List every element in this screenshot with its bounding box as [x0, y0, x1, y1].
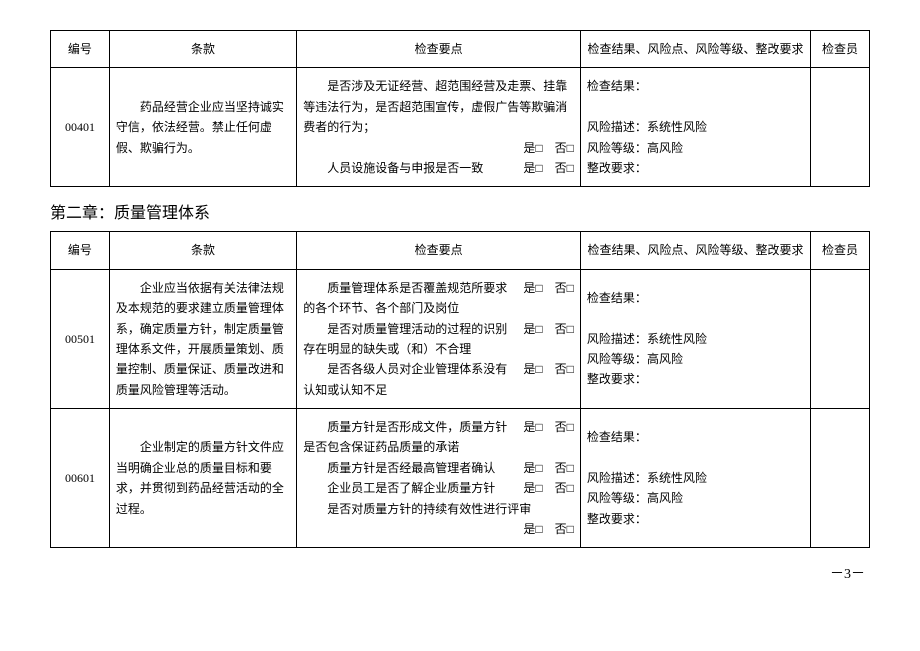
row-points: 质量管理体系是否覆盖规范所要求的各个环节、各个部门及岗位 是□ 否□ 是否对质量…	[297, 269, 581, 408]
check-line: 企业员工是否了解企业质量方针 是□ 否□	[303, 478, 574, 498]
header-points: 检查要点	[297, 31, 581, 68]
row-id: 00401	[51, 68, 110, 187]
table-row: 00501 企业应当依据有关法律法规及本规范的要求建立质量管理体系，确定质量方针…	[51, 269, 870, 408]
check-line: 质量方针是否形成文件，质量方针是否包含保证药品质量的承诺 是□ 否□	[303, 417, 574, 458]
row-inspector	[811, 409, 870, 548]
page-number: －3－	[50, 563, 870, 583]
header-result: 检查结果、风险点、风险等级、整改要求	[580, 232, 810, 269]
check-line: 是否各级人员对企业管理体系没有认知或认知不足 是□ 否□	[303, 359, 574, 400]
clause-text: 药品经营企业应当坚持诚实守信，依法经营。禁止任何虚假、欺骗行为。	[116, 97, 290, 158]
point-text: 质量管理体系是否覆盖规范所要求的各个环节、各个部门及岗位	[303, 278, 515, 319]
risk-level-label: 风险等级：	[587, 141, 647, 155]
point-text: 企业员工是否了解企业质量方针	[303, 478, 515, 498]
header-points: 检查要点	[297, 232, 581, 269]
header-inspector: 检查员	[811, 31, 870, 68]
header-id: 编号	[51, 31, 110, 68]
point-text: 是否各级人员对企业管理体系没有认知或认知不足	[303, 359, 515, 400]
check-line: 是否对质量方针的持续有效性进行评审	[303, 499, 574, 519]
no-box: 否□	[555, 141, 574, 155]
row-inspector	[811, 269, 870, 408]
row-result: 检查结果： 风险描述：系统性风险 风险等级：高风险 整改要求：	[580, 409, 810, 548]
header-clause: 条款	[109, 31, 296, 68]
rectify-label: 整改要求：	[587, 158, 804, 178]
risk-level-val: 高风险	[647, 141, 683, 155]
check-line: 是否对质量管理活动的过程的识别存在明显的缺失或（和）不合理 是□ 否□	[303, 319, 574, 360]
yes-box: 是□	[523, 161, 542, 175]
row-points: 是否涉及无证经营、超范围经营及走票、挂靠等违法行为，是否超范围宣传，虚假广告等欺…	[297, 68, 581, 187]
point-text: 质量方针是否经最高管理者确认	[303, 458, 515, 478]
result-label: 检查结果：	[587, 427, 804, 447]
row-id: 00501	[51, 269, 110, 408]
check-line: 是□ 否□	[303, 138, 574, 158]
point-text: 是否对质量方针的持续有效性进行评审	[303, 499, 566, 519]
row-id: 00601	[51, 409, 110, 548]
table-row: 00601 企业制定的质量方针文件应当明确企业总的质量目标和要求，并贯彻到药品经…	[51, 409, 870, 548]
row-result: 检查结果： 风险描述：系统性风险 风险等级：高风险 整改要求：	[580, 68, 810, 187]
clause-text: 企业应当依据有关法律法规及本规范的要求建立质量管理体系，确定质量方针，制定质量管…	[116, 278, 290, 400]
point-text: 是否涉及无证经营、超范围经营及走票、挂靠等违法行为，是否超范围宣传，虚假广告等欺…	[303, 76, 574, 137]
check-line: 质量方针是否经最高管理者确认 是□ 否□	[303, 458, 574, 478]
row-result: 检查结果： 风险描述：系统性风险 风险等级：高风险 整改要求：	[580, 269, 810, 408]
header-result: 检查结果、风险点、风险等级、整改要求	[580, 31, 810, 68]
inspection-table-2: 编号 条款 检查要点 检查结果、风险点、风险等级、整改要求 检查员 00501 …	[50, 231, 870, 548]
point-text: 质量方针是否形成文件，质量方针是否包含保证药品质量的承诺	[303, 417, 515, 458]
header-id: 编号	[51, 232, 110, 269]
yes-box: 是□	[523, 141, 542, 155]
clause-text: 企业制定的质量方针文件应当明确企业总的质量目标和要求，并贯彻到药品经营活动的全过…	[116, 437, 290, 519]
point-text: 人员设施设备与申报是否一致	[303, 158, 515, 178]
row-clause: 企业应当依据有关法律法规及本规范的要求建立质量管理体系，确定质量方针，制定质量管…	[109, 269, 296, 408]
row-inspector	[811, 68, 870, 187]
check-line: 人员设施设备与申报是否一致 是□ 否□	[303, 158, 574, 178]
chapter-title: 第二章：质量管理体系	[50, 199, 870, 223]
result-label: 检查结果：	[587, 288, 804, 308]
row-points: 质量方针是否形成文件，质量方针是否包含保证药品质量的承诺 是□ 否□ 质量方针是…	[297, 409, 581, 548]
risk-desc-label: 风险描述：	[587, 120, 647, 134]
point-text: 是否对质量管理活动的过程的识别存在明显的缺失或（和）不合理	[303, 319, 515, 360]
table-header-row: 编号 条款 检查要点 检查结果、风险点、风险等级、整改要求 检查员	[51, 232, 870, 269]
header-clause: 条款	[109, 232, 296, 269]
row-clause: 企业制定的质量方针文件应当明确企业总的质量目标和要求，并贯彻到药品经营活动的全过…	[109, 409, 296, 548]
risk-desc-val: 系统性风险	[647, 120, 707, 134]
header-inspector: 检查员	[811, 232, 870, 269]
table-row: 00401 药品经营企业应当坚持诚实守信，依法经营。禁止任何虚假、欺骗行为。 是…	[51, 68, 870, 187]
table-header-row: 编号 条款 检查要点 检查结果、风险点、风险等级、整改要求 检查员	[51, 31, 870, 68]
result-label: 检查结果：	[587, 76, 804, 96]
no-box: 否□	[555, 161, 574, 175]
check-line: 是□ 否□	[303, 519, 574, 539]
inspection-table-1: 编号 条款 检查要点 检查结果、风险点、风险等级、整改要求 检查员 00401 …	[50, 30, 870, 187]
row-clause: 药品经营企业应当坚持诚实守信，依法经营。禁止任何虚假、欺骗行为。	[109, 68, 296, 187]
check-line: 质量管理体系是否覆盖规范所要求的各个环节、各个部门及岗位 是□ 否□	[303, 278, 574, 319]
